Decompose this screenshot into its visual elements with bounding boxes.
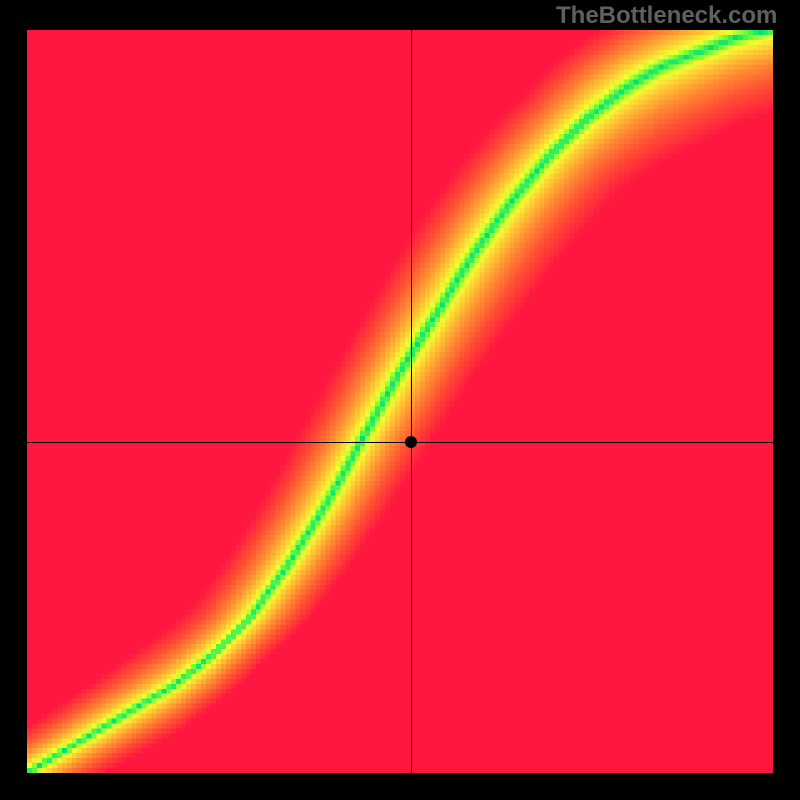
chart-container: TheBottleneck.com: [0, 0, 800, 800]
bottleneck-heatmap: [27, 30, 773, 773]
crosshair-vertical: [411, 30, 412, 773]
watermark-text: TheBottleneck.com: [556, 2, 777, 30]
crosshair-horizontal: [27, 442, 773, 443]
